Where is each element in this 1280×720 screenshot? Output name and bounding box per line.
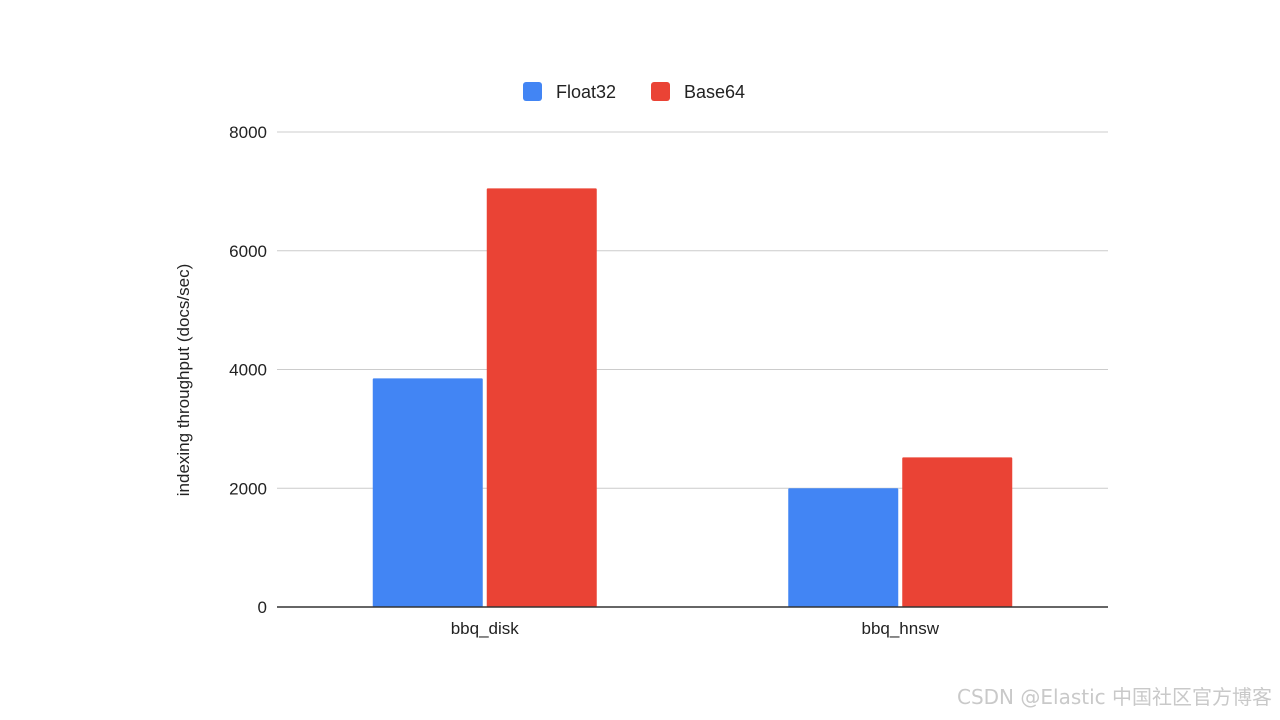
bar-float32-bbq_disk bbox=[372, 378, 483, 607]
y-tick-label: 0 bbox=[258, 598, 267, 617]
watermark: CSDN @Elastic 中国社区官方博客 bbox=[957, 685, 1272, 709]
bar-base64-bbq_hnsw bbox=[902, 457, 1013, 607]
x-category-label: bbq_disk bbox=[451, 619, 520, 638]
legend-swatch-base64 bbox=[651, 82, 670, 101]
y-tick-label: 2000 bbox=[229, 479, 267, 498]
bar-base64-bbq_disk bbox=[486, 188, 597, 607]
bar-float32-bbq_hnsw bbox=[788, 488, 899, 607]
y-axis-label: indexing throughput (docs/sec) bbox=[174, 264, 193, 496]
legend-swatch-float32 bbox=[523, 82, 542, 101]
legend: Float32 Base64 bbox=[523, 82, 745, 102]
y-tick-label: 8000 bbox=[229, 123, 267, 142]
x-category-labels: bbq_disk bbq_hnsw bbox=[451, 619, 940, 638]
legend-label-float32: Float32 bbox=[556, 82, 616, 102]
y-tick-label: 6000 bbox=[229, 242, 267, 261]
bars bbox=[372, 188, 1013, 607]
y-tick-labels: 0 2000 4000 6000 8000 bbox=[229, 123, 267, 617]
x-category-label: bbq_hnsw bbox=[861, 619, 939, 638]
y-tick-label: 4000 bbox=[229, 361, 267, 380]
legend-label-base64: Base64 bbox=[684, 82, 745, 102]
